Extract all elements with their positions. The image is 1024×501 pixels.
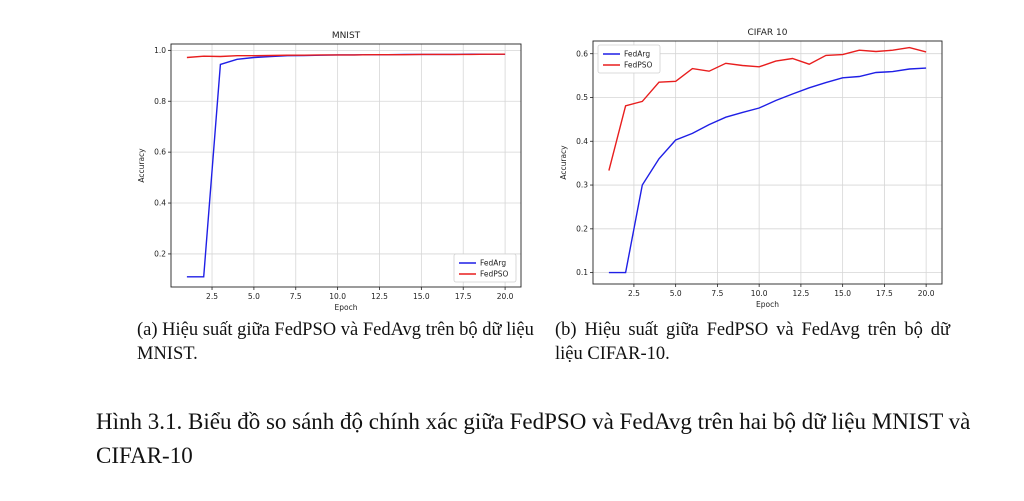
x-tick-label: 12.5 bbox=[793, 289, 810, 298]
y-tick-label: 0.3 bbox=[576, 181, 588, 190]
x-tick-label: 7.5 bbox=[290, 292, 302, 301]
series-line-fedpso bbox=[608, 46, 927, 171]
x-tick-label: 2.5 bbox=[206, 292, 218, 301]
x-tick-label: 15.0 bbox=[834, 289, 851, 298]
series-line-fedpso bbox=[186, 53, 506, 59]
y-tick-label: 0.8 bbox=[154, 97, 166, 106]
x-tick-label: 20.0 bbox=[918, 289, 935, 298]
cifar10-chart: 2.5 5.0 7.5 10.0 12.5 15.0 17.5 20.0 0.1 0.2 0.3 0.… bbox=[559, 28, 943, 309]
subcaption-b: (b) Hiệu suất giữa FedPSO và FedAvg trên… bbox=[555, 320, 950, 364]
legend-label-fedarg: FedArg bbox=[624, 50, 650, 59]
y-tick-label: 0.2 bbox=[154, 250, 166, 259]
y-axis-label: Accuracy bbox=[137, 148, 146, 183]
legend-box bbox=[597, 44, 661, 74]
x-tick-label: 12.5 bbox=[371, 292, 388, 301]
x-tick-label: 15.0 bbox=[413, 292, 430, 301]
legend-label-fedpso: FedPSO bbox=[624, 61, 653, 70]
legend-label-fedarg: FedArg bbox=[480, 259, 506, 268]
x-tick-label: 5.0 bbox=[248, 292, 260, 301]
series-line-fedarg bbox=[608, 67, 927, 274]
y-tick-label: 1.0 bbox=[154, 46, 166, 55]
legend-label-fedpso: FedPSO bbox=[480, 270, 509, 279]
y-tick-label: 0.2 bbox=[576, 224, 588, 233]
x-axis-label: Epoch bbox=[756, 300, 779, 309]
y-tick-label: 0.1 bbox=[576, 268, 588, 277]
y-tick-label: 0.5 bbox=[576, 93, 588, 102]
x-tick-label: 17.5 bbox=[876, 289, 893, 298]
plot-frame bbox=[170, 43, 522, 288]
y-axis-label: Accuracy bbox=[559, 145, 568, 180]
x-tick-label: 7.5 bbox=[711, 289, 723, 298]
x-tick-label: 2.5 bbox=[628, 289, 640, 298]
y-tick-label: 0.4 bbox=[576, 137, 588, 146]
figure-caption: Hình 3.1. Biểu đồ so sánh độ chính xác g… bbox=[96, 409, 971, 468]
x-tick-label: 5.0 bbox=[670, 289, 682, 298]
legend-box bbox=[453, 253, 517, 283]
mnist-chart-title: MNIST bbox=[332, 31, 361, 41]
x-tick-label: 10.0 bbox=[329, 292, 346, 301]
cifar10-chart-title: CIFAR 10 bbox=[747, 28, 787, 38]
legend: FedArg FedPSO bbox=[597, 44, 661, 74]
plot-frame bbox=[592, 40, 943, 285]
y-tick-label: 0.4 bbox=[154, 199, 166, 208]
x-tick-label: 10.0 bbox=[751, 289, 768, 298]
y-tick-label: 0.6 bbox=[154, 148, 166, 157]
x-tick-label: 20.0 bbox=[497, 292, 514, 301]
y-tick-label: 0.6 bbox=[576, 49, 588, 58]
subcaption-a: (a) Hiệu suất giữa FedPSO và FedAvg trên… bbox=[137, 320, 534, 364]
mnist-chart: 2.5 5.0 7.5 10.0 12.5 15.0 17.5 20.0 0.2 0.4 0.6 0.… bbox=[137, 31, 522, 312]
legend: FedArg FedPSO bbox=[453, 253, 517, 283]
series-line-fedarg bbox=[186, 53, 506, 278]
x-axis-label: Epoch bbox=[335, 303, 358, 312]
x-tick-label: 17.5 bbox=[455, 292, 472, 301]
